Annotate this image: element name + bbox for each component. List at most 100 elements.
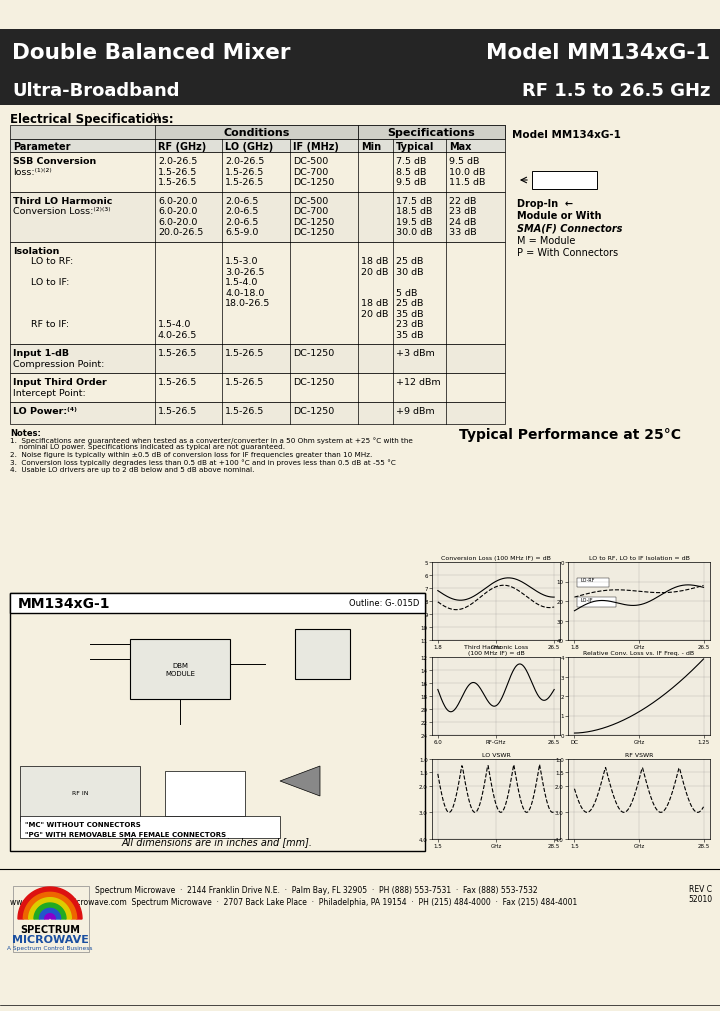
Text: 18.0-26.5: 18.0-26.5 — [225, 298, 271, 307]
Text: Model MM134xG-1: Model MM134xG-1 — [486, 42, 710, 63]
Text: 10.0 dB: 10.0 dB — [449, 168, 485, 176]
Text: 4.  Usable LO drivers are up to 2 dB below and 5 dB above nominal.: 4. Usable LO drivers are up to 2 dB belo… — [10, 466, 254, 472]
Text: 20.0-26.5: 20.0-26.5 — [158, 227, 203, 237]
Text: "MC" WITHOUT CONNECTORS: "MC" WITHOUT CONNECTORS — [25, 821, 140, 827]
Text: DBM
MODULE: DBM MODULE — [165, 663, 195, 675]
Polygon shape — [29, 898, 71, 919]
Text: 3.  Conversion loss typically degrades less than 0.5 dB at +100 °C and in proves: 3. Conversion loss typically degrades le… — [10, 459, 396, 466]
Text: Notes:: Notes: — [10, 429, 41, 438]
Text: MM134xG-1: MM134xG-1 — [18, 596, 110, 611]
Text: Compression Point:: Compression Point: — [13, 359, 104, 368]
Text: 1.5-26.5: 1.5-26.5 — [225, 349, 264, 358]
Text: DC-500: DC-500 — [293, 157, 328, 166]
Bar — [10, 243, 505, 345]
Bar — [10, 402, 505, 425]
Bar — [532, 172, 597, 190]
Text: 19.5 dB: 19.5 dB — [396, 217, 433, 226]
Text: 18.5 dB: 18.5 dB — [396, 207, 433, 215]
Text: 17.5 dB: 17.5 dB — [396, 196, 433, 205]
Text: 23 dB: 23 dB — [449, 207, 477, 215]
Text: M = Module: M = Module — [517, 236, 575, 246]
Text: 4.0-18.0: 4.0-18.0 — [225, 288, 264, 297]
Text: 18 dB: 18 dB — [361, 257, 388, 266]
Bar — [10, 192, 505, 243]
Text: RF IN: RF IN — [72, 791, 89, 796]
Text: loss:⁽¹⁾⁽²⁾: loss:⁽¹⁾⁽²⁾ — [13, 168, 52, 176]
Text: 9.5 dB: 9.5 dB — [449, 157, 480, 166]
Text: 6.5-9.0: 6.5-9.0 — [225, 227, 258, 237]
Bar — [358, 126, 505, 140]
Text: DC-1250: DC-1250 — [293, 406, 334, 416]
Text: RF 1.5 to 26.5 GHz: RF 1.5 to 26.5 GHz — [521, 82, 710, 100]
Text: 35 dB: 35 dB — [396, 331, 423, 339]
Text: 22 dB: 22 dB — [449, 196, 477, 205]
Text: 30 dB: 30 dB — [396, 267, 423, 276]
Text: MICROWAVE: MICROWAVE — [12, 934, 89, 944]
Text: Input Third Order: Input Third Order — [13, 378, 107, 386]
Text: 25 dB: 25 dB — [396, 257, 423, 266]
Text: DC-700: DC-700 — [293, 168, 328, 176]
Text: LO (GHz): LO (GHz) — [225, 142, 274, 152]
Text: 1.5-26.5: 1.5-26.5 — [158, 178, 197, 187]
Text: All dimensions are in inches and [mm].: All dimensions are in inches and [mm]. — [122, 836, 313, 846]
Text: 33 dB: 33 dB — [449, 227, 477, 237]
Text: 2.0-6.5: 2.0-6.5 — [225, 207, 258, 215]
Title: LO to RF, LO to IF Isolation = dB: LO to RF, LO to IF Isolation = dB — [588, 556, 690, 561]
Text: 1.5-26.5: 1.5-26.5 — [225, 378, 264, 386]
Text: Outline: G-.015D: Outline: G-.015D — [348, 599, 419, 608]
Polygon shape — [23, 893, 76, 919]
Bar — [0, 30, 720, 76]
Text: Intercept Point:: Intercept Point: — [13, 388, 86, 397]
Bar — [20, 816, 280, 838]
Text: 1.5-4.0: 1.5-4.0 — [158, 319, 192, 329]
Text: 6.0-20.0: 6.0-20.0 — [158, 217, 197, 226]
Bar — [10, 345, 505, 374]
Text: SSB Conversion: SSB Conversion — [13, 157, 96, 166]
Text: 20 dB: 20 dB — [361, 309, 388, 318]
Text: 18 dB: 18 dB — [361, 298, 388, 307]
Text: Min: Min — [361, 142, 381, 152]
Text: 5 dB: 5 dB — [396, 288, 418, 297]
Polygon shape — [40, 909, 60, 919]
Text: DC-1250: DC-1250 — [293, 378, 334, 386]
Text: Module or With: Module or With — [517, 210, 601, 220]
Bar — [10, 126, 505, 140]
Text: 11.5 dB: 11.5 dB — [449, 178, 485, 187]
Text: 1.5-26.5: 1.5-26.5 — [158, 406, 197, 416]
Text: Spectrum Microwave  ·  2144 Franklin Drive N.E.  ·  Palm Bay, FL 32905  ·  PH (8: Spectrum Microwave · 2144 Franklin Drive… — [95, 885, 538, 894]
Text: LO to RF:: LO to RF: — [13, 257, 73, 266]
Text: 9.5 dB: 9.5 dB — [396, 178, 426, 187]
Text: A Spectrum Control Business: A Spectrum Control Business — [7, 945, 93, 950]
Title: Third Harmonic Loss
(100 MHz IF) = dB: Third Harmonic Loss (100 MHz IF) = dB — [464, 645, 528, 655]
Bar — [155, 126, 358, 140]
Text: 1.  Specifications are guaranteed when tested as a converter/converter in a 50 O: 1. Specifications are guaranteed when te… — [10, 437, 413, 443]
Bar — [295, 630, 350, 679]
Bar — [0, 0, 720, 30]
Text: P = With Connectors: P = With Connectors — [517, 248, 618, 258]
Text: 1.5-26.5: 1.5-26.5 — [158, 378, 197, 386]
Text: DC-1250: DC-1250 — [293, 227, 334, 237]
Text: DC-500: DC-500 — [293, 196, 328, 205]
Text: 1.5-26.5: 1.5-26.5 — [225, 406, 264, 416]
Text: REV C
52010: REV C 52010 — [688, 885, 712, 904]
Text: Typical: Typical — [396, 142, 434, 152]
Text: LO-RF: LO-RF — [581, 578, 595, 583]
Text: 24 dB: 24 dB — [449, 217, 477, 226]
Title: LO VSWR: LO VSWR — [482, 752, 510, 757]
Text: LO-IF: LO-IF — [581, 598, 593, 603]
Text: 6.0-20.0: 6.0-20.0 — [158, 207, 197, 215]
Polygon shape — [34, 903, 66, 919]
Text: 3.0-26.5: 3.0-26.5 — [225, 267, 264, 276]
Bar — [0, 76, 720, 106]
Polygon shape — [280, 766, 320, 797]
Text: 2.  Noise figure is typically within ±0.5 dB of conversion loss for IF frequenci: 2. Noise figure is typically within ±0.5… — [10, 452, 372, 458]
Text: 1.5-26.5: 1.5-26.5 — [158, 349, 197, 358]
Text: Specifications: Specifications — [387, 127, 475, 137]
Bar — [577, 578, 609, 587]
Bar — [10, 593, 425, 614]
Text: 1.5-4.0: 1.5-4.0 — [225, 278, 258, 287]
Text: 1.5-26.5: 1.5-26.5 — [225, 178, 264, 187]
Polygon shape — [18, 887, 82, 919]
Text: 2.0-26.5: 2.0-26.5 — [225, 157, 264, 166]
Bar — [10, 140, 505, 153]
